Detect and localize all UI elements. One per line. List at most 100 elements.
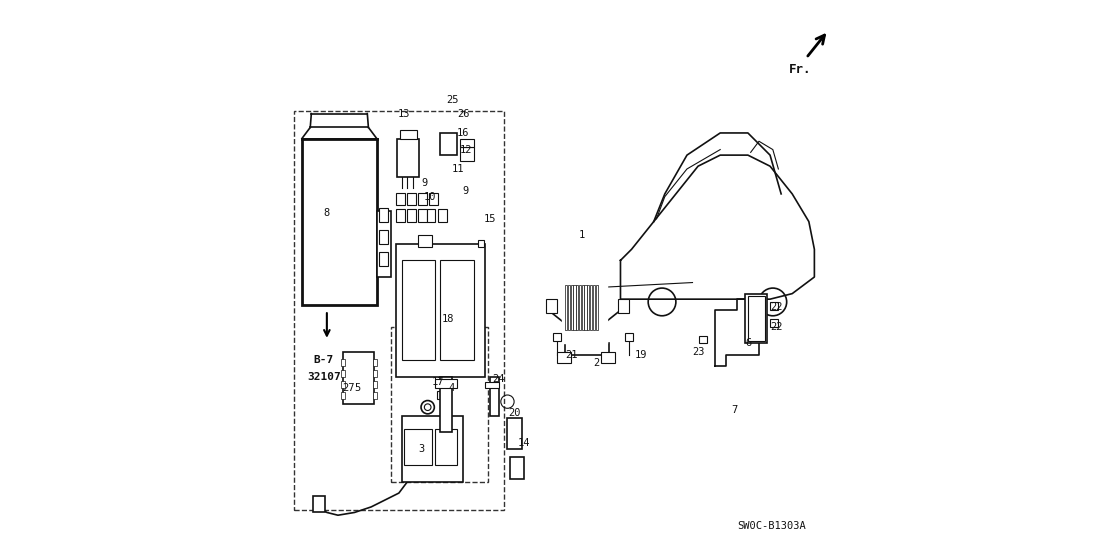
Text: 19: 19 [634,350,647,360]
Bar [379,208,388,222]
Bar [601,352,615,363]
Text: 11: 11 [452,164,464,174]
Text: 14: 14 [519,438,531,448]
Bar [430,193,439,205]
Bar [427,209,435,222]
Text: SW0C-B1303A: SW0C-B1303A [737,521,806,531]
Bar [546,299,557,313]
Text: 4: 4 [449,383,455,393]
Bar [579,285,582,330]
Text: 17: 17 [432,377,444,387]
Bar [506,418,523,449]
Text: 12: 12 [460,145,472,155]
Text: 32107: 32107 [308,372,341,382]
Bar [419,235,432,247]
Bar [625,333,633,341]
Bar [379,252,388,266]
Bar [440,377,452,432]
Bar [372,370,377,377]
Bar [553,333,561,341]
Bar [400,130,417,138]
Text: 7: 7 [731,405,738,415]
Text: 15: 15 [483,214,496,224]
Bar [372,381,377,388]
Bar [401,416,463,482]
Text: 2: 2 [593,358,599,368]
Bar [408,209,417,222]
Text: 13: 13 [398,109,410,119]
Bar [377,211,391,277]
Text: 21: 21 [565,350,577,360]
Text: 8: 8 [324,208,329,218]
Text: 27: 27 [342,383,355,393]
Bar [404,429,432,465]
Bar [419,209,428,222]
Text: 3: 3 [419,444,424,454]
Bar [434,379,456,388]
Bar [510,457,523,479]
Bar [478,240,484,247]
Bar [585,285,587,330]
Text: 1: 1 [579,230,585,240]
Text: 10: 10 [423,192,437,202]
Bar [745,294,767,343]
Bar [372,359,377,366]
Bar [770,319,778,327]
Bar [419,193,428,205]
Text: 18: 18 [442,314,454,324]
Text: B-7: B-7 [314,355,334,365]
Bar [390,327,488,482]
Bar [341,370,346,377]
Bar [440,133,456,155]
Bar [397,193,406,205]
Text: 26: 26 [458,109,470,119]
Bar [593,285,595,330]
Polygon shape [562,277,607,343]
Bar [565,285,567,330]
Bar [618,299,629,313]
Bar [397,244,485,377]
Bar [568,285,571,330]
Text: 25: 25 [445,95,459,105]
Text: 20: 20 [509,408,521,418]
Bar [556,352,571,363]
Bar [571,285,573,330]
Bar [596,285,598,330]
Bar [294,111,504,510]
Bar [437,391,444,399]
Bar [341,359,346,366]
Bar [440,260,474,360]
Bar [589,285,592,330]
Bar [574,285,576,330]
Text: 5: 5 [355,383,361,393]
Text: Fr.: Fr. [789,63,812,76]
Bar [485,382,499,388]
Bar [748,296,765,341]
Bar [576,285,578,330]
Text: 22: 22 [770,302,782,312]
Bar [343,352,375,404]
Bar [301,138,377,305]
Bar [341,381,346,388]
Bar [434,429,456,465]
Bar [582,285,584,330]
Bar [699,336,707,343]
Bar [379,230,388,244]
Bar [460,147,474,161]
Bar [460,138,474,147]
Bar [770,302,778,310]
Text: 9: 9 [421,178,428,188]
Bar [438,209,447,222]
Bar [408,193,417,205]
Bar [372,392,377,399]
Bar [587,285,589,330]
Text: 9: 9 [463,186,469,196]
Bar [397,209,406,222]
Text: 16: 16 [458,128,470,138]
Bar [490,377,499,416]
Text: 24: 24 [492,375,504,384]
Bar [401,260,434,360]
Bar [314,496,326,512]
Text: 23: 23 [692,347,705,357]
Text: 22: 22 [770,322,782,332]
